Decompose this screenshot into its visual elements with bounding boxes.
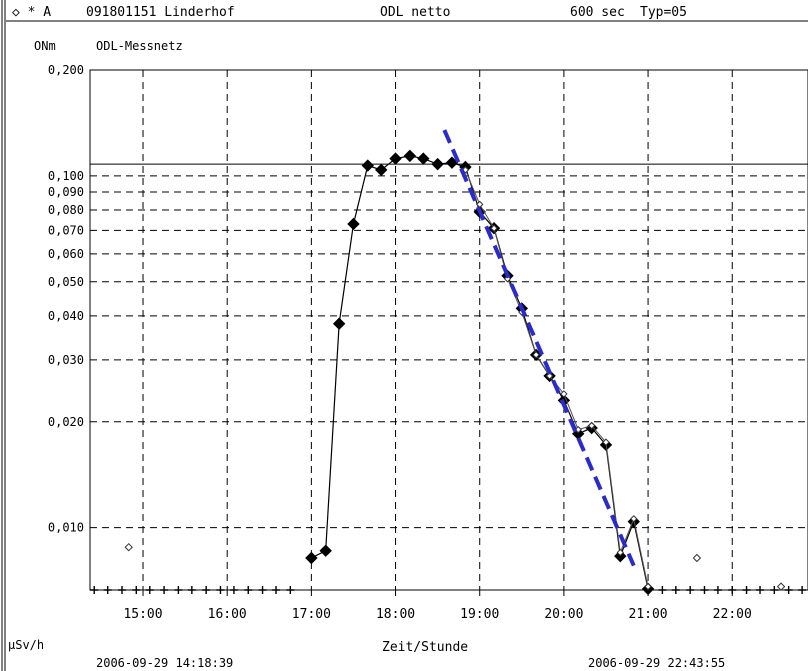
outlier-point — [124, 542, 133, 552]
y-tick-label: 0,080 — [48, 203, 84, 217]
chart-title: ODL-Messnetz — [96, 39, 183, 53]
data-point-large — [361, 159, 374, 172]
data-point-small — [587, 421, 596, 430]
data-point-small — [644, 582, 652, 591]
y-tick-label: 0,090 — [48, 185, 84, 199]
y-tick-label: 0,200 — [48, 63, 84, 77]
baseline-marker — [658, 586, 667, 594]
baseline-marker — [742, 586, 751, 594]
y-tick-labels: 0,200 0,100 0,090 0,080 0,070 0,060 0,050 0,040… — [48, 63, 84, 535]
y-top-label: ONm — [34, 39, 56, 53]
x-tick-label: 22:00 — [713, 607, 752, 622]
x-tick-label: 20:00 — [544, 607, 583, 622]
data-point-large — [403, 149, 417, 163]
baseline-marker — [229, 586, 238, 594]
data-point-small — [532, 351, 540, 359]
baseline-marker — [770, 586, 779, 594]
y-tick-label: 0,100 — [48, 169, 84, 183]
x-tick-label: 21:00 — [629, 607, 668, 622]
y-tick-label: 0,070 — [48, 223, 84, 237]
data-point-small — [602, 438, 610, 446]
outlier-point — [692, 553, 702, 563]
plot-frame — [89, 69, 808, 591]
end-timestamp: 2006-09-29 22:43:55 — [588, 656, 725, 670]
baseline-marker — [103, 586, 112, 594]
data-point-small — [490, 224, 498, 232]
baseline-marker — [686, 586, 695, 594]
data-point-small — [560, 390, 568, 398]
data-point-large — [347, 217, 360, 231]
outlier-point — [776, 582, 786, 591]
data-point-large — [417, 152, 430, 165]
x-tick-label: 19:00 — [460, 607, 499, 622]
header-symbols: ◇ * A — [12, 5, 51, 20]
baseline-marker — [187, 586, 196, 594]
data-point-large — [389, 152, 402, 165]
trend-line-dashed — [442, 129, 636, 567]
grid-lines — [90, 70, 808, 590]
x-axis-label: Zeit/Stunde — [382, 640, 468, 655]
baseline-marker — [244, 586, 253, 594]
baseline-marker — [145, 586, 154, 594]
data-point-small — [630, 515, 638, 523]
baseline-marker — [798, 586, 807, 594]
header-interval: 600 sec — [570, 5, 625, 20]
data-point-small — [616, 548, 625, 557]
baseline-marker — [671, 586, 680, 594]
baseline-marker — [216, 586, 225, 594]
baseline-marker — [728, 586, 737, 594]
start-timestamp: 2006-09-29 14:18:39 — [96, 656, 233, 670]
y-tick-label: 0,040 — [48, 309, 84, 323]
y-tick-label: 0,010 — [48, 521, 84, 535]
series-group — [90, 129, 807, 596]
y-tick-label: 0,020 — [48, 415, 84, 429]
x-tick-labels: 15:00 16:00 17:00 18:00 19:00 20:00 21:00 22:00 — [123, 590, 752, 622]
header-station: 091801151 Linderhof — [86, 5, 235, 20]
x-tick-label: 18:00 — [376, 607, 415, 622]
x-tick-label: 15:00 — [123, 607, 162, 622]
data-point-large — [431, 157, 444, 171]
header-typ: Typ=05 — [640, 5, 687, 20]
baseline-marker — [132, 586, 141, 594]
baseline-marker — [286, 586, 295, 594]
header-measurement: ODL netto — [380, 5, 450, 20]
y-tick-label: 0,060 — [48, 247, 84, 261]
baseline-marker — [258, 586, 267, 594]
x-tick-label: 17:00 — [292, 607, 331, 622]
data-point-small — [545, 372, 554, 380]
baseline-marker — [90, 586, 99, 594]
baseline-marker — [700, 586, 709, 594]
y-tick-label: 0,030 — [48, 353, 84, 367]
data-point-large — [319, 544, 332, 557]
y-tick-label: 0,050 — [48, 275, 84, 289]
baseline-marker — [174, 586, 183, 594]
data-point-large — [332, 317, 346, 330]
y-axis-unit-label: µSv/h — [8, 638, 44, 652]
baseline-marker — [117, 586, 126, 594]
data-point-large — [375, 163, 388, 177]
baseline-marker — [272, 586, 281, 594]
baseline-marker — [756, 586, 765, 594]
x-tick-label: 16:00 — [208, 607, 247, 622]
baseline-marker — [713, 586, 722, 594]
data-point-large — [305, 551, 318, 565]
baseline-marker — [202, 586, 211, 594]
baseline-marker — [160, 586, 169, 594]
baseline-marker — [784, 586, 793, 594]
